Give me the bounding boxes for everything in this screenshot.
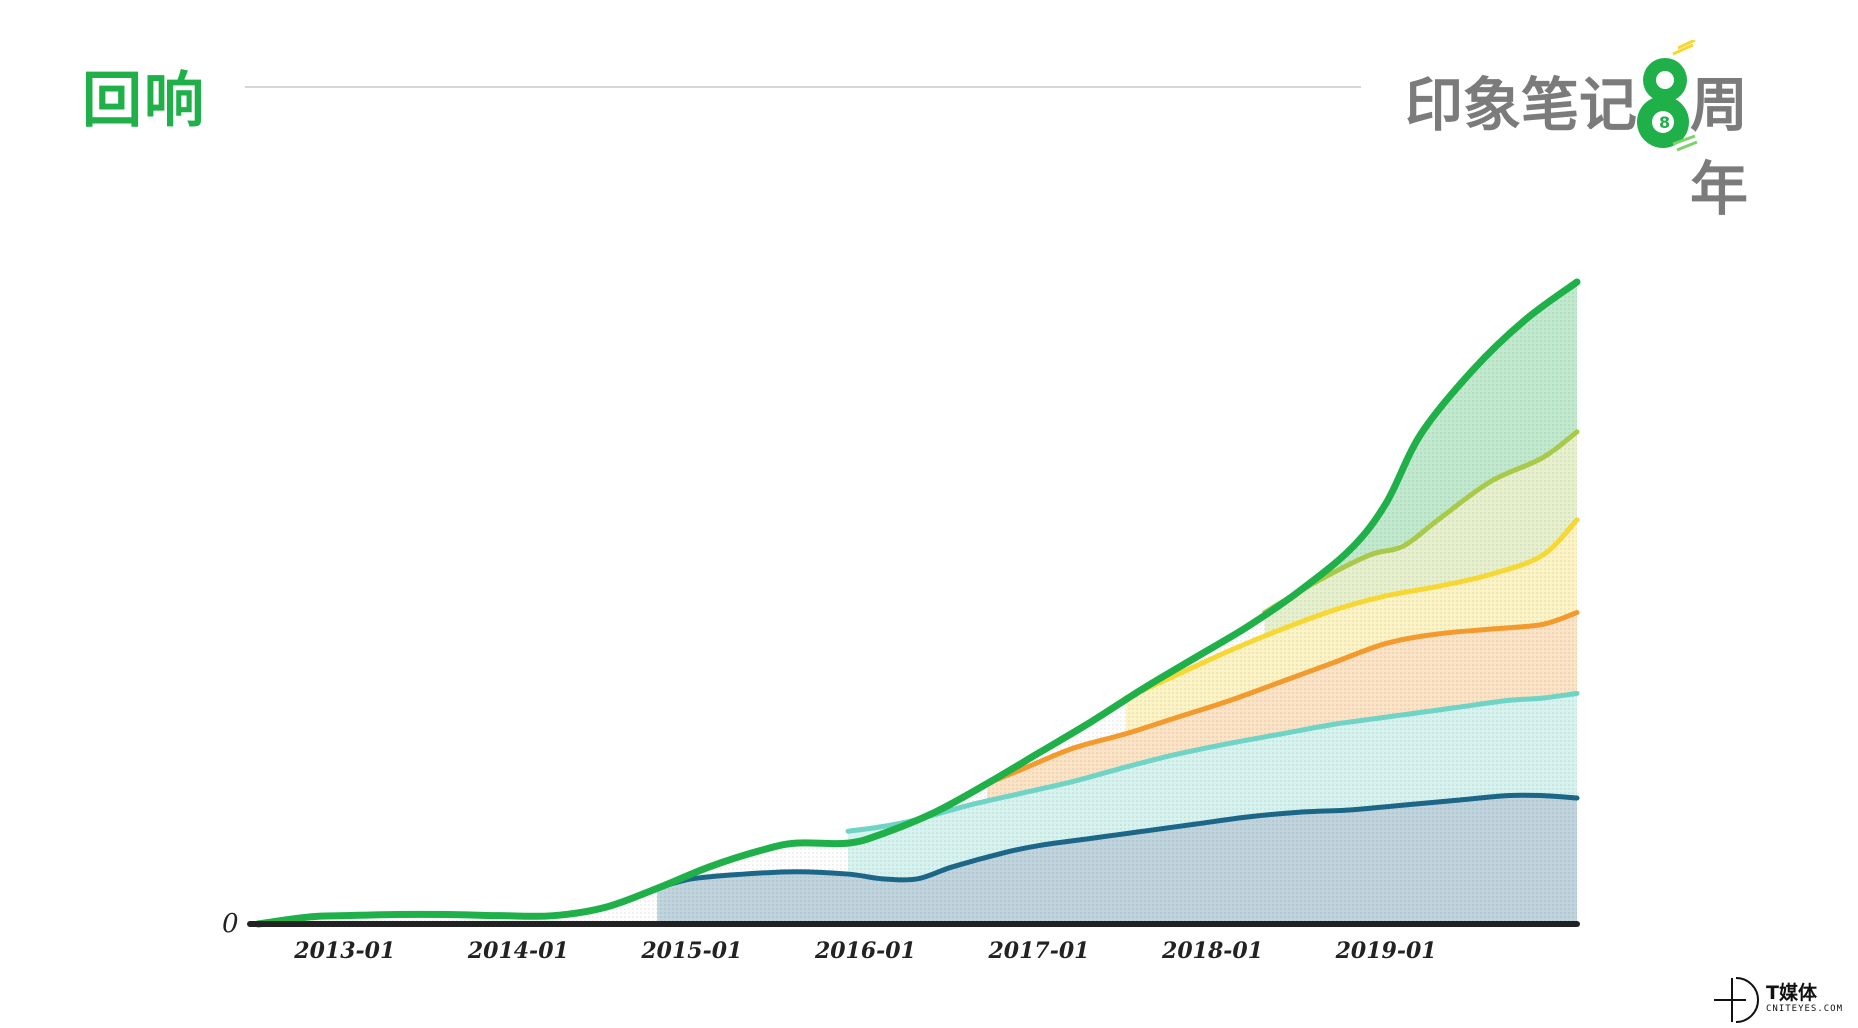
x-tick-label: 2018-01 [1161,938,1263,964]
footer-logo-icon [1714,977,1759,1023]
series-line [654,792,1580,891]
series-line [845,690,1580,834]
y-tick-label: 0 [222,909,239,939]
x-tick-label: 2015-01 [640,938,742,964]
brand-name: 印象笔记 [1405,71,1638,139]
series-line [1123,517,1580,701]
footer-logo: T媒体 CNITEYES.COM [1712,972,1858,1028]
x-tick-label: 2019-01 [1335,938,1437,964]
brand-numeral: 8 [1659,113,1670,132]
header-divider [245,86,1361,88]
x-tick-label: 2014-01 [467,938,569,964]
x-tick-label: 2013-01 [293,938,395,964]
brand-anniversary: 周年 [1690,71,1749,223]
series-line [984,610,1580,787]
footer-brand-en: CNITEYES.COM [1766,1004,1844,1014]
brand-logo: 印象笔记 8 周年 [1405,40,1805,223]
footer-brand-cn: T媒体 [1766,982,1817,1004]
series-line [1262,429,1580,616]
page-title: 回响 [82,66,206,136]
x-tick-label: 2017-01 [987,938,1089,964]
series-line [254,278,1581,928]
anniversary-eight-icon: 8 [1637,40,1698,152]
x-tick-label: 2016-01 [814,938,916,964]
area-texture [258,282,1577,924]
